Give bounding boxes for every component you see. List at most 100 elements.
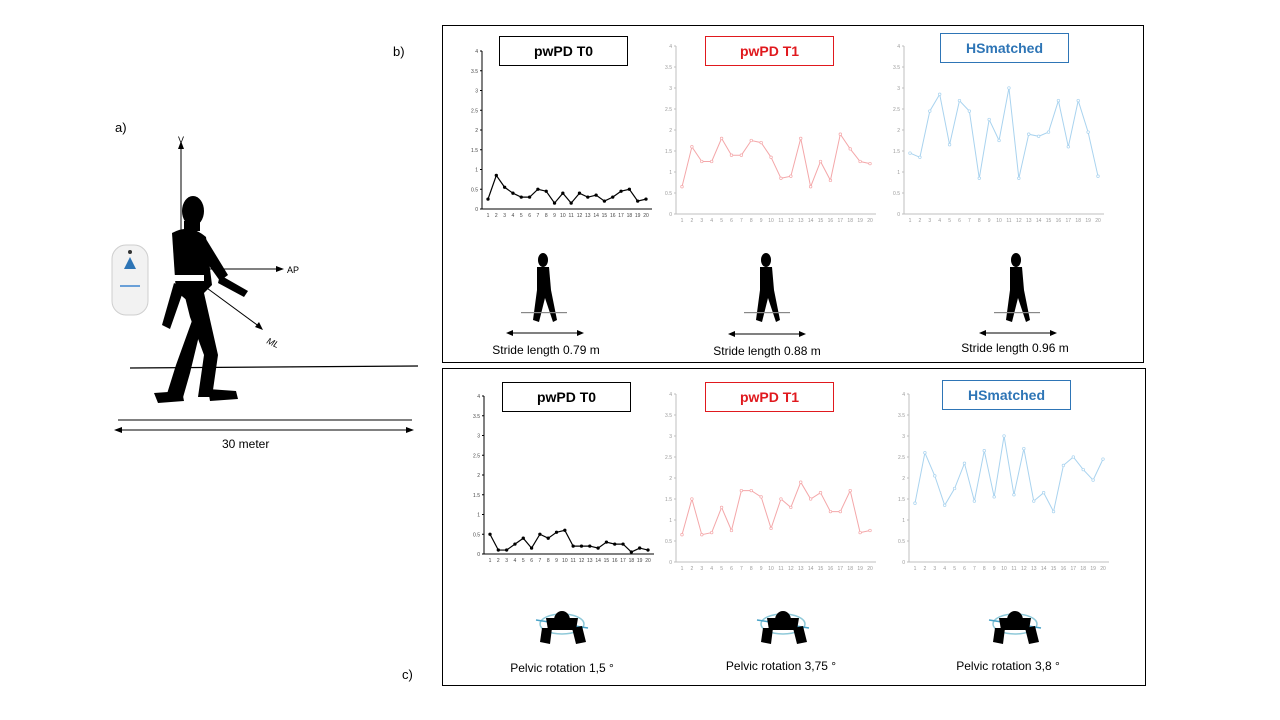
x-tick-label: 5 <box>953 566 956 572</box>
x-tick-label: 8 <box>983 566 986 572</box>
x-tick-label: 16 <box>828 566 834 572</box>
pelvic-rotation-icon-hs <box>988 611 1042 644</box>
x-tick-label: 13 <box>587 558 593 564</box>
x-tick-label: 3 <box>928 218 931 224</box>
data-point <box>719 505 724 510</box>
title-pwpd-t1-c: pwPD T1 <box>705 382 834 412</box>
data-point <box>1027 132 1031 136</box>
data-point <box>613 542 617 546</box>
y-tick-label: 4 <box>475 49 478 55</box>
data-point <box>529 546 534 550</box>
data-point <box>1002 434 1006 438</box>
y-tick-label: 1.5 <box>893 149 900 155</box>
x-tick-label: 8 <box>547 558 550 564</box>
x-tick-label: 18 <box>627 213 633 219</box>
x-tick-label: 4 <box>512 213 515 219</box>
axis-v-label: V <box>178 135 184 145</box>
y-tick-label: 0 <box>897 212 900 218</box>
stride-chart-pwpd-t1: 00.511.522.533.541 2 3 4 5 6 7 8 9 10 11 12 13 14 15 16… <box>665 44 876 224</box>
x-tick-label: 20 <box>1100 566 1106 572</box>
x-tick-label: 4 <box>710 218 713 224</box>
data-point <box>504 548 509 552</box>
x-tick-label: 2 <box>924 566 927 572</box>
x-tick-label: 5 <box>522 558 525 564</box>
y-tick-label: 0 <box>669 212 672 218</box>
x-tick-label: 9 <box>760 218 763 224</box>
y-tick-label: 2 <box>902 476 905 482</box>
x-tick-label: 20 <box>1095 218 1101 224</box>
data-point <box>521 536 525 540</box>
data-point <box>571 544 575 548</box>
y-tick-label: 1 <box>902 518 905 524</box>
data-point <box>710 530 714 535</box>
data-point <box>596 546 600 550</box>
data-point <box>579 544 584 548</box>
sensor-device-icon <box>111 244 149 316</box>
stride-chart-hsmatched: 00.511.522.533.541 2 3 4 5 6 7 8 9 10 11 12 13 14 15 16… <box>893 44 1104 224</box>
data-point <box>1066 145 1070 149</box>
walking-setup-illustration: V AP ML <box>111 135 419 433</box>
x-tick-label: 10 <box>996 218 1002 224</box>
data-point <box>496 548 500 552</box>
x-tick-label: 12 <box>788 566 794 572</box>
y-tick-label: 2.5 <box>665 455 672 461</box>
x-tick-label: 6 <box>530 558 533 564</box>
y-tick-label: 2 <box>475 128 478 134</box>
title-hsmatched-b: HSmatched <box>940 33 1069 63</box>
y-tick-label: 3 <box>669 86 672 92</box>
x-tick-label: 18 <box>1075 218 1081 224</box>
y-tick-label: 2 <box>897 128 900 134</box>
data-point <box>1017 176 1021 180</box>
y-tick-label: 2 <box>669 128 672 134</box>
data-point <box>818 159 823 164</box>
x-tick-label: 4 <box>514 558 517 564</box>
x-tick-label: 10 <box>560 213 566 219</box>
data-point <box>858 159 862 164</box>
data-point <box>1101 457 1105 461</box>
panel-b-frame <box>442 25 1144 363</box>
data-point <box>513 542 517 546</box>
series-line <box>681 481 871 536</box>
y-tick-label: 3 <box>669 434 672 440</box>
data-point <box>602 199 607 203</box>
x-tick-label: 7 <box>740 218 743 224</box>
data-point <box>636 199 640 203</box>
data-point <box>486 197 490 201</box>
x-tick-label: 15 <box>1051 566 1057 572</box>
title-pwpd-t0-b: pwPD T0 <box>499 36 628 66</box>
x-tick-label: 17 <box>618 213 624 219</box>
data-point <box>1041 491 1046 495</box>
stride-length-caption-t0: Stride length 0.79 m <box>492 343 600 357</box>
x-tick-label: 2 <box>497 558 500 564</box>
data-point <box>789 505 793 510</box>
x-tick-label: 17 <box>620 558 626 564</box>
data-point <box>627 187 632 191</box>
data-point <box>538 532 542 536</box>
x-tick-label: 7 <box>539 558 542 564</box>
x-tick-label: 14 <box>593 213 599 219</box>
x-tick-label: 11 <box>778 566 783 572</box>
x-tick-label: 2 <box>495 213 498 219</box>
data-point <box>577 191 582 195</box>
x-tick-label: 7 <box>968 218 971 224</box>
data-point <box>992 495 996 499</box>
x-tick-label: 19 <box>637 558 643 564</box>
data-point <box>779 497 783 501</box>
data-point <box>908 151 912 155</box>
y-tick-label: 1 <box>475 168 478 174</box>
data-point <box>962 461 967 465</box>
data-point <box>569 201 573 205</box>
distance-label: 30 meter <box>222 437 270 451</box>
y-tick-label: 1 <box>669 170 672 176</box>
x-tick-label: 4 <box>938 218 941 224</box>
x-tick-label: 13 <box>798 218 804 224</box>
x-tick-label: 2 <box>919 218 922 224</box>
data-point <box>604 540 609 544</box>
x-tick-label: 6 <box>528 213 531 219</box>
walker-side-icon-t0 <box>521 253 567 322</box>
data-point <box>621 542 625 546</box>
x-tick-label: 18 <box>1080 566 1086 572</box>
y-tick-label: 2.5 <box>893 107 900 113</box>
y-tick-label: 0.5 <box>665 191 672 197</box>
x-tick-label: 1 <box>681 218 684 224</box>
